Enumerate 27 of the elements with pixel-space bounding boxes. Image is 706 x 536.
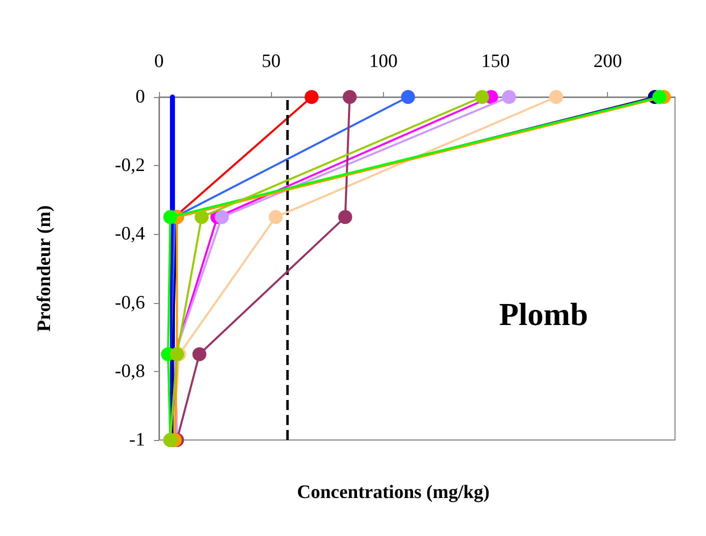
point [268,210,283,224]
point [338,210,352,224]
x-tick-label: 150 [481,51,510,72]
point [194,210,209,224]
y-tick-label: 0 [136,86,145,108]
point [502,90,516,104]
point [214,210,229,224]
point [652,90,666,104]
x-axis-title: Concentrations (mg/kg) [297,482,490,503]
x-tick-label: 50 [262,51,281,72]
y-tick-label: -0,6 [114,292,145,314]
point [342,90,357,104]
x-tick-label: 200 [593,51,622,72]
x-tick-label: 100 [369,51,398,72]
point [163,210,178,224]
point [192,347,206,362]
annotation: Plomb [499,296,588,332]
point [475,90,490,104]
y-tick-label: -0,4 [114,224,146,245]
point [304,90,319,104]
point [549,90,564,104]
y-tick-label: -0,2 [114,155,145,176]
y-axis-title: Profondeur (m) [34,205,55,332]
y-tick-label: -0,8 [114,360,145,382]
x-tick-label: 0 [154,51,164,72]
point [401,90,416,104]
y-tick-label: -1 [129,430,145,450]
